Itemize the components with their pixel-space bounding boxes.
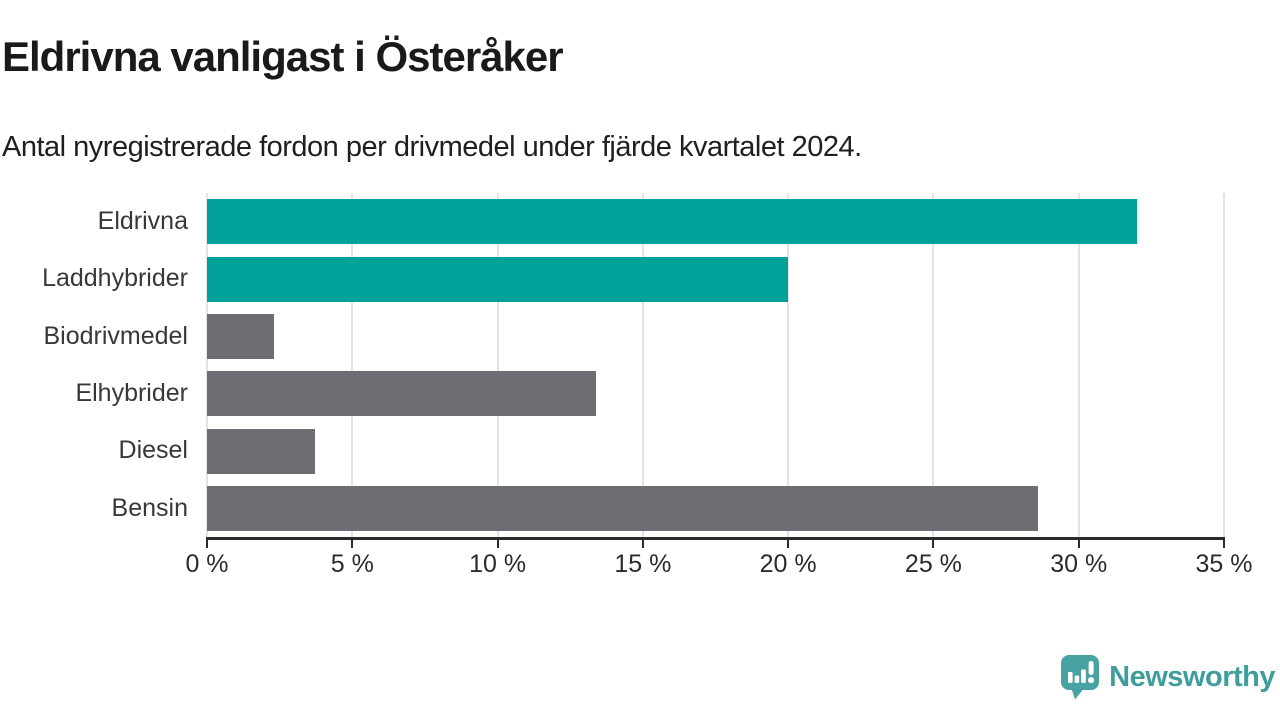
bar-bensin — [207, 485, 1039, 531]
gridline-5 — [351, 193, 354, 537]
bar-diesel — [207, 428, 315, 474]
newsworthy-icon — [1061, 655, 1100, 700]
newsworthy-logo: Newsworthy — [1060, 654, 1275, 700]
chart-subtitle: Antal nyregistrerade fordon per drivmede… — [2, 131, 862, 163]
y-label-elhybrider: Elhybrider — [75, 379, 188, 408]
x-tick-25 — [932, 540, 935, 548]
y-label-diesel: Diesel — [118, 436, 188, 465]
y-label-eldrivna: Eldrivna — [97, 207, 188, 236]
y-axis-labels: Eldrivna Laddhybrider Biodrivmedel Elhybrid… — [0, 193, 188, 537]
x-tick-35 — [1223, 540, 1225, 548]
chart-title: Eldrivna vanligast i Österåker — [2, 33, 564, 80]
y-label-biodrivmedel: Biodrivmedel — [43, 321, 188, 350]
gridline-30 — [1077, 193, 1080, 537]
gridline-20 — [787, 193, 790, 537]
x-tick-label-10: 10 % — [469, 550, 527, 578]
plot-area: 0 % 5 % 10 % 15 % 20 % 25 % 30 % 35 % — [185, 193, 1252, 577]
gridline-25 — [932, 193, 935, 537]
x-tick-label-15: 15 % — [614, 550, 672, 578]
newsworthy-wordmark: Newsworthy — [1109, 660, 1275, 693]
x-tick-10 — [496, 540, 499, 548]
y-label-bensin: Bensin — [111, 493, 188, 522]
gridline-0 — [206, 193, 208, 537]
gridline-10 — [496, 193, 499, 537]
x-tick-0 — [206, 540, 208, 548]
gridline-15 — [641, 193, 644, 537]
x-tick-label-35: 35 % — [1195, 550, 1253, 578]
x-axis-line — [206, 537, 1225, 540]
x-tick-label-20: 20 % — [759, 550, 817, 578]
bar-eldrivna — [207, 199, 1137, 245]
x-tick-label-5: 5 % — [330, 550, 374, 578]
bar-biodrivmedel — [207, 313, 274, 359]
bar-elhybrider — [207, 371, 597, 417]
x-tick-20 — [787, 540, 790, 548]
bar-laddhybrider — [207, 256, 789, 302]
x-tick-label-30: 30 % — [1050, 550, 1108, 578]
gridline-35 — [1223, 193, 1225, 537]
x-tick-label-25: 25 % — [904, 550, 962, 578]
x-tick-30 — [1077, 540, 1080, 548]
y-label-laddhybrider: Laddhybrider — [42, 264, 188, 293]
x-tick-5 — [351, 540, 354, 548]
x-tick-15 — [641, 540, 644, 548]
x-tick-label-0: 0 % — [185, 550, 229, 578]
